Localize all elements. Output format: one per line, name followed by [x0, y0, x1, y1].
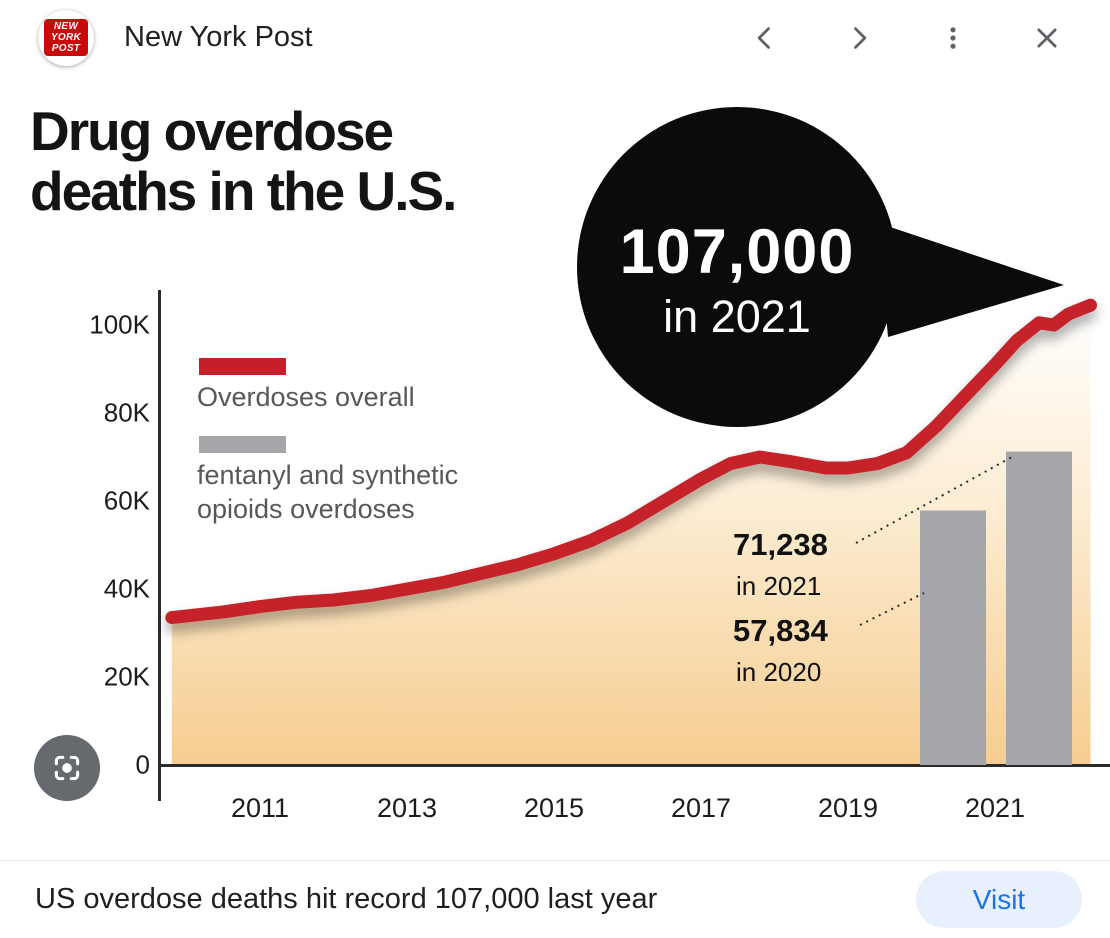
logo-line: YORK: [50, 32, 82, 43]
chart-title-line2: deaths in the U.S.: [30, 160, 457, 222]
more-options-button[interactable]: [938, 23, 968, 53]
chart-title-line1: Drug overdose: [30, 100, 394, 162]
chevron-left-icon: [757, 26, 770, 49]
chart-title: Drug overdose deaths in the U.S.: [30, 100, 457, 222]
legend-swatch-fentanyl: [199, 436, 286, 453]
callout-bubble: [577, 107, 897, 427]
annotation-2021-sub: in 2021: [736, 571, 822, 601]
legend-swatch-overdoses: [199, 358, 286, 375]
leader-line-2021: [855, 456, 1013, 544]
fentanyl-bar-2020: [920, 510, 986, 765]
callout-text: 107,000 in 2021: [567, 219, 907, 343]
toolbar-icons: [750, 23, 1110, 53]
lens-button[interactable]: [34, 735, 100, 801]
overdose-area: [171, 305, 1091, 765]
chevron-right-icon: [854, 26, 867, 49]
result-image[interactable]: Drug overdose deaths in the U.S. Overdos…: [0, 75, 1110, 860]
x-axis-line: [158, 764, 1110, 767]
close-button[interactable]: [1032, 23, 1062, 53]
y-axis-tick: 0: [135, 749, 150, 780]
y-axis-line: [158, 290, 161, 801]
overdose-line: [165, 298, 1097, 625]
x-axis-tick: 2017: [670, 793, 732, 823]
x-axis-tick: 2019: [817, 793, 879, 823]
back-button[interactable]: [750, 23, 780, 53]
y-axis-tick: 60K: [103, 485, 150, 516]
result-caption: US overdose deaths hit record 107,000 la…: [35, 883, 658, 915]
annotation-2020-sub: in 2020: [736, 657, 822, 687]
y-axis-tick: 100K: [89, 309, 150, 340]
forward-button[interactable]: [844, 23, 874, 53]
bottom-bar: US overdose deaths hit record 107,000 la…: [0, 860, 1110, 938]
logo-line: NEW: [53, 21, 79, 32]
legend-label-fentanyl: fentanyl and synthetic opioids overdoses: [197, 458, 458, 526]
callout-value: 107,000: [619, 217, 855, 287]
close-icon: [1037, 27, 1057, 48]
leader-line-2020: [859, 592, 925, 626]
annotation-2021-value: 71,238: [733, 527, 828, 562]
callout-sub: in 2021: [663, 291, 811, 342]
lens-viewfinder-icon: [54, 755, 80, 781]
logo-line: POST: [51, 43, 81, 54]
top-bar: NEW YORK POST New York Post: [0, 0, 1110, 75]
y-axis-tick: 40K: [103, 573, 150, 604]
fentanyl-bar-2021: [1006, 451, 1072, 765]
callout-bubble-group: [577, 107, 1064, 427]
source-logo[interactable]: NEW YORK POST: [38, 9, 94, 66]
source-title[interactable]: New York Post: [124, 21, 313, 53]
x-axis-tick: 2015: [523, 793, 585, 823]
chart-canvas: [158, 107, 1110, 801]
kebab-menu-icon: [950, 26, 956, 49]
x-axis-tick: 2013: [376, 793, 438, 823]
legend-fentanyl-line1: fentanyl and synthetic: [197, 460, 459, 490]
nyp-logo-badge: NEW YORK POST: [44, 19, 88, 56]
callout-pointer: [878, 223, 1064, 337]
legend-label-overdoses: Overdoses overall: [197, 382, 415, 412]
visit-button[interactable]: Visit: [916, 871, 1082, 928]
x-axis-tick: 2021: [964, 793, 1026, 823]
annotation-2020-value: 57,834: [733, 613, 828, 648]
y-axis-tick: 20K: [103, 661, 150, 692]
legend-fentanyl-line2: opioids overdoses: [197, 494, 415, 524]
y-axis-tick: 80K: [103, 397, 150, 428]
x-axis-tick: 2011: [230, 793, 290, 823]
